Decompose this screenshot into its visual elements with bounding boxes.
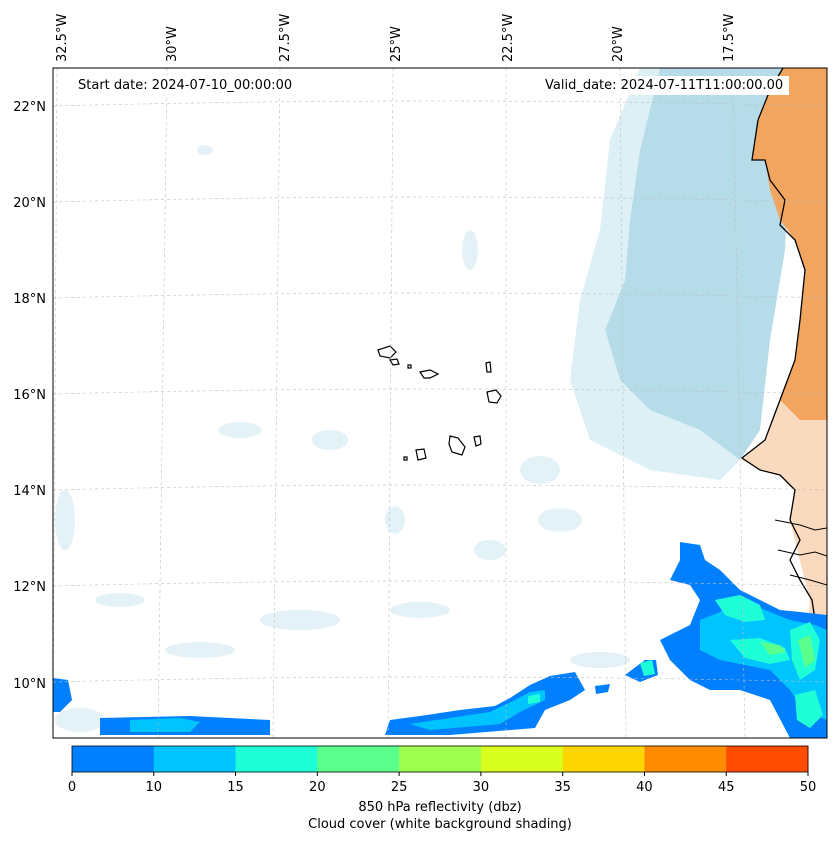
colorbar-tick-label: 10 [146,780,163,795]
colorbar-tick-label: 0 [68,780,76,795]
colorbar-tick-label: 35 [554,780,571,795]
colorbar-segment [480,746,564,772]
colorbar-outline [71,745,809,773]
lat-label: 22°N [13,100,46,115]
gambia-border [774,519,827,586]
lat-label: 16°N [13,388,46,403]
dust-plume [605,68,800,460]
colorbar-tick-label: 40 [636,780,653,795]
longitude-labels: 32.5°W 30°W 27.5°W 25°W 22.5°W 20°W 17.5°W [55,14,737,62]
colorbar-label: 850 hPa reflectivity (dbz) [358,800,522,815]
lat-label: 12°N [13,580,46,595]
colorbar-segment [644,746,727,772]
colorbar-tick-label: 50 [800,780,817,795]
lon-label: 27.5°W [278,14,293,62]
colorbar-tick-label: 25 [391,780,408,795]
colorbar-segment [399,746,482,772]
africa-land-southern-fade [742,400,827,738]
colorbar-segment [72,746,155,772]
lon-label: 17.5°W [722,14,737,62]
coastline [740,68,827,631]
start-date-label: Start date: 2024-07-10_00:00:00 [72,76,299,95]
colorbar-segment [726,746,809,772]
colorbar-segment [153,746,237,772]
valid-date-label: Valid_date: 2024-07-11T11:00:00.00 [539,76,790,95]
colorbar-tick-label: 20 [309,780,326,795]
colorbar-tick-label: 45 [718,780,735,795]
lon-label: 32.5°W [55,14,70,62]
lon-label: 30°W [165,26,180,62]
cloud-wisps [55,145,630,732]
dust-plume-fringe [570,68,740,480]
lat-label: 20°N [13,196,46,211]
colorbar-segment [562,746,645,772]
latitude-labels: 22°N 20°N 18°N 16°N 14°N 12°N 10°N [13,100,46,692]
lat-label: 18°N [13,292,46,307]
reflectivity-cells [53,542,827,738]
colorbar: 0 10 15 20 25 30 35 40 45 50 [68,745,817,795]
lon-label: 20°W [611,26,626,62]
map-border [52,67,828,739]
lat-label: 10°N [13,677,46,692]
colorbar-segment [317,746,400,772]
lon-label: 25°W [389,26,404,62]
colorbar-tick-label: 30 [473,780,490,795]
colorbar-sublabel: Cloud cover (white background shading) [308,817,572,832]
colorbar-tick-label: 15 [227,780,244,795]
lon-label: 22.5°W [501,14,516,62]
graticule [53,68,827,738]
lat-label: 14°N [13,484,46,499]
colorbar-segment [235,746,318,772]
cape-verde-islands [377,345,502,461]
